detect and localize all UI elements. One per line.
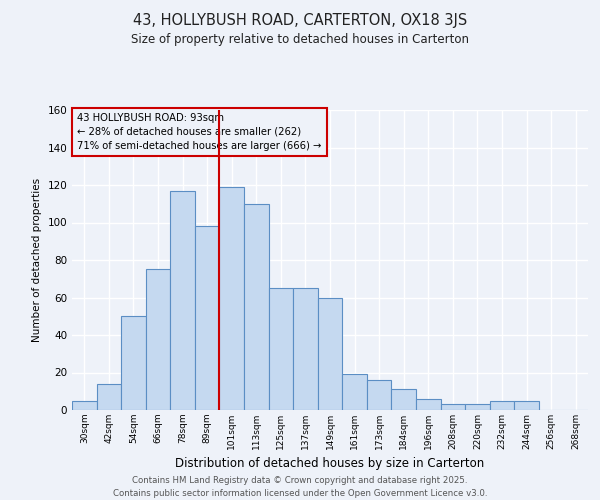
Bar — [146, 270, 170, 410]
Bar — [293, 288, 318, 410]
Text: 43 HOLLYBUSH ROAD: 93sqm
← 28% of detached houses are smaller (262)
71% of semi-: 43 HOLLYBUSH ROAD: 93sqm ← 28% of detach… — [77, 113, 322, 151]
Bar — [170, 190, 195, 410]
Bar — [391, 390, 416, 410]
Text: 43, HOLLYBUSH ROAD, CARTERTON, OX18 3JS: 43, HOLLYBUSH ROAD, CARTERTON, OX18 3JS — [133, 12, 467, 28]
Bar — [97, 384, 121, 410]
Bar — [195, 226, 220, 410]
Y-axis label: Number of detached properties: Number of detached properties — [32, 178, 42, 342]
Bar — [121, 316, 146, 410]
Bar — [269, 288, 293, 410]
Bar — [514, 400, 539, 410]
Text: Size of property relative to detached houses in Carterton: Size of property relative to detached ho… — [131, 32, 469, 46]
Bar — [72, 400, 97, 410]
Bar — [465, 404, 490, 410]
Bar — [244, 204, 269, 410]
Bar — [490, 400, 514, 410]
Text: Contains HM Land Registry data © Crown copyright and database right 2025.
Contai: Contains HM Land Registry data © Crown c… — [113, 476, 487, 498]
X-axis label: Distribution of detached houses by size in Carterton: Distribution of detached houses by size … — [175, 458, 485, 470]
Bar — [367, 380, 391, 410]
Bar — [342, 374, 367, 410]
Bar — [220, 187, 244, 410]
Bar — [318, 298, 342, 410]
Bar — [416, 399, 440, 410]
Bar — [440, 404, 465, 410]
